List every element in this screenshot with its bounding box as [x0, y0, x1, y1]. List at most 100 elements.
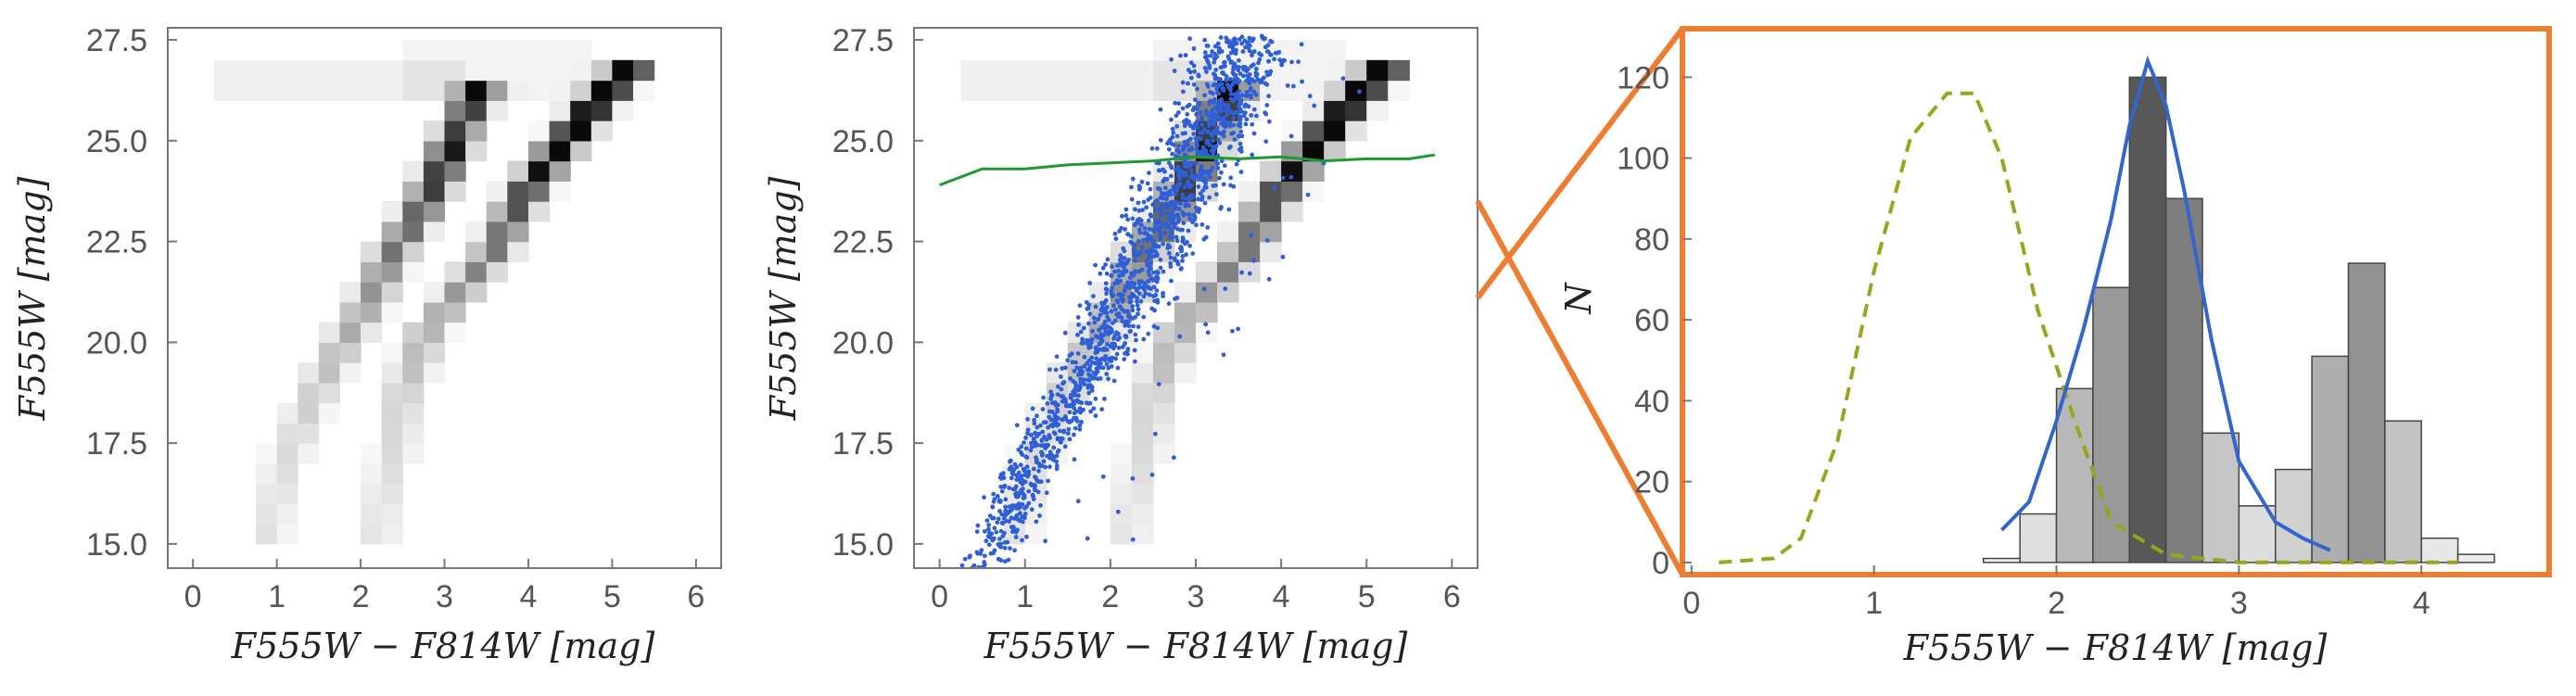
density-cell	[590, 120, 614, 142]
scatter-point	[1128, 295, 1134, 300]
density-cell	[1024, 462, 1047, 485]
p2-scatter-points	[959, 33, 1362, 568]
scatter-point	[1180, 147, 1186, 153]
scatter-point	[1184, 172, 1188, 178]
scatter-point	[1228, 91, 1234, 96]
scatter-point	[1111, 342, 1117, 348]
scatter-point	[1029, 483, 1034, 487]
scatter-point	[1225, 112, 1230, 118]
scatter-point	[1009, 464, 1014, 470]
scatter-point	[1156, 270, 1161, 275]
scatter-point	[1134, 337, 1138, 343]
density-cell	[444, 301, 466, 323]
scatter-point	[1153, 208, 1159, 213]
scatter-point	[1180, 239, 1186, 245]
scatter-point	[1221, 85, 1225, 91]
scatter-point	[1124, 351, 1130, 357]
scatter-point	[1231, 122, 1236, 128]
scatter-point	[1268, 52, 1274, 57]
scatter-point	[1070, 360, 1075, 365]
scatter-point	[1182, 123, 1187, 129]
scatter-point	[1203, 181, 1208, 186]
x-tick-label: 2	[2048, 586, 2065, 621]
density-cell	[1110, 503, 1133, 525]
scatter-point	[1176, 101, 1182, 107]
scatter-point	[1126, 323, 1132, 329]
scatter-point	[1141, 336, 1147, 342]
scatter-point-outlier	[1043, 538, 1048, 544]
scatter-point	[1041, 459, 1047, 464]
scatter-point	[1199, 122, 1205, 128]
density-cell	[213, 59, 235, 82]
scatter-point	[982, 553, 987, 559]
p1-x-axis-label: F555W − F814W [mag]	[231, 626, 655, 666]
scatter-point	[1140, 208, 1146, 212]
scatter-point	[1199, 117, 1205, 122]
density-cell	[1131, 382, 1154, 404]
scatter-point	[1103, 297, 1109, 303]
scatter-point	[1191, 177, 1197, 183]
scatter-point	[1103, 281, 1109, 286]
scatter-point	[1112, 269, 1118, 274]
scatter-point	[1038, 502, 1043, 508]
density-cell	[1324, 120, 1346, 142]
scatter-point	[1244, 78, 1250, 83]
scatter-point	[1212, 44, 1218, 49]
scatter-point	[1073, 360, 1078, 365]
scatter-point	[1177, 176, 1183, 182]
scatter-point	[1205, 225, 1211, 230]
scatter-point	[1045, 453, 1050, 459]
scatter-point	[1250, 152, 1255, 158]
scatter-point	[1113, 236, 1119, 242]
scatter-point	[1081, 381, 1085, 386]
scatter-point	[1256, 60, 1261, 66]
scatter-point	[999, 488, 1005, 494]
scatter-point	[1243, 121, 1249, 127]
scatter-point	[1248, 87, 1253, 93]
density-cell	[361, 322, 383, 343]
density-cell	[1174, 301, 1197, 323]
scatter-point	[1212, 56, 1218, 61]
scatter-point	[1014, 506, 1020, 511]
density-cell	[1131, 443, 1154, 464]
density-cell	[1046, 59, 1069, 82]
scatter-point	[1068, 392, 1073, 398]
scatter-point	[1117, 304, 1123, 310]
scatter-point	[1222, 133, 1226, 139]
scatter-point	[1145, 181, 1150, 186]
density-cell	[1088, 59, 1111, 82]
scatter-point	[1105, 342, 1110, 347]
scatter-point	[1161, 241, 1166, 247]
scatter-point	[1023, 435, 1028, 440]
y-tick-label: 120	[1617, 60, 1669, 95]
scatter-point	[1051, 445, 1057, 450]
scatter-point	[1167, 138, 1172, 144]
scatter-point	[1115, 299, 1121, 305]
scatter-point	[1063, 365, 1068, 371]
x-tick-label: 0	[1682, 586, 1700, 621]
scatter-point	[1104, 271, 1110, 276]
density-cell	[1152, 342, 1175, 363]
scatter-point	[1176, 109, 1181, 115]
density-cell	[381, 402, 403, 424]
scatter-point	[1058, 428, 1062, 434]
density-cell	[361, 241, 383, 262]
scatter-point	[1136, 307, 1141, 312]
scatter-point	[1289, 59, 1294, 65]
density-cell	[507, 59, 529, 82]
scatter-point	[998, 484, 1004, 489]
scatter-point	[1238, 170, 1244, 174]
scatter-point	[1212, 76, 1218, 82]
scatter-point	[1238, 108, 1244, 114]
density-cell	[235, 80, 257, 101]
scatter-point	[1119, 315, 1124, 320]
density-cell	[255, 503, 278, 525]
scatter-point	[1191, 63, 1197, 69]
scatter-point	[1006, 557, 1011, 563]
scatter-point	[1202, 37, 1208, 43]
y-tick-label: 20.0	[86, 325, 147, 361]
scatter-point	[1110, 303, 1116, 309]
scatter-point	[1185, 239, 1189, 245]
density-cell	[1196, 282, 1218, 303]
scatter-point	[1079, 371, 1085, 375]
